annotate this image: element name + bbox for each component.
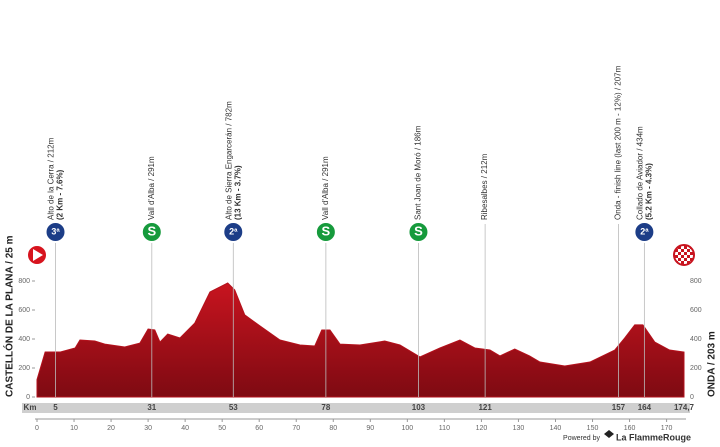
x-tick-label: 130 (513, 425, 525, 432)
x-tick-label: 40 (181, 425, 189, 432)
waypoint-icon-label: 2ª (229, 226, 238, 236)
y2-tick-label: 0 (690, 394, 694, 401)
km-value: 121 (478, 403, 492, 412)
waypoint-icon (633, 221, 656, 243)
km-value: 103 (412, 403, 426, 412)
finish-label: ONDA / 203 m (707, 331, 718, 397)
x-tick-label: 110 (439, 425, 450, 432)
y2-tick-label: 800 (690, 278, 702, 285)
waypoint-icon-label: S (322, 223, 331, 238)
km-value: 31 (147, 403, 156, 412)
km-value: 174,7 (674, 403, 695, 412)
waypoint-name: Sant Joan de Moró / 186m (414, 125, 423, 220)
waypoint-name: Alto de la Cerra / 212m (47, 137, 56, 220)
x-tick-label: 30 (144, 425, 152, 432)
waypoint-icon (222, 221, 245, 243)
waypoint-name: Vall d'Alba / 291m (147, 156, 156, 220)
km-value: 157 (612, 403, 626, 412)
start-label: CASTELLÓN DE LA PLANA / 25 m (3, 235, 16, 397)
y-tick-label: 400 (18, 336, 30, 343)
x-tick-label: 150 (587, 425, 599, 432)
waypoint-icon (44, 221, 67, 243)
finish-icon (673, 244, 695, 266)
waypoint-icon-label: S (147, 223, 156, 238)
y2-tick-label: 200 (690, 365, 702, 372)
x-tick-label: 160 (624, 425, 636, 432)
x-tick-label: 0 (35, 425, 39, 432)
brand: La FlammeRouge (616, 432, 691, 442)
x-tick-label: 80 (329, 425, 337, 432)
waypoint-name: Alto de Sierra Engarcerán / 782m (224, 101, 233, 220)
waypoint-icon-label: 3ª (51, 226, 60, 236)
waypoint-name: Vall d'Alba / 291m (321, 156, 330, 220)
waypoint-name: Collado de Aviador / 434m (635, 126, 644, 220)
waypoint-icon (314, 221, 337, 243)
x-tick-label: 100 (402, 425, 414, 432)
y2-tick-label: 600 (690, 307, 702, 314)
waypoint-icon-label: 2ª (640, 226, 649, 236)
x-tick-label: 70 (292, 425, 300, 432)
y-tick-label: 200 (18, 365, 30, 372)
waypoint-icon (140, 221, 163, 243)
km-strip (22, 403, 690, 413)
x-tick-label: 50 (218, 425, 226, 432)
y-tick-label: 0 (26, 394, 30, 401)
x-tick-label: 170 (661, 425, 673, 432)
waypoint-detail: (13 Km - 3.7%) (233, 165, 242, 220)
km-value: 78 (321, 403, 330, 412)
x-tick-label: 140 (550, 425, 562, 432)
waypoint-detail: (5.2 Km - 4.3%) (644, 163, 653, 220)
y-tick-label: 800 (18, 278, 30, 285)
km-label: Km (24, 403, 37, 412)
waypoint-icon-label: S (414, 223, 423, 238)
y-tick-label: 600 (18, 307, 30, 314)
km-value: 53 (229, 403, 238, 412)
x-tick-label: 60 (255, 425, 263, 432)
start-icon (26, 244, 48, 266)
waypoint-name: Onda - finish line (last 200 m - 12%) / … (614, 65, 623, 220)
elevation-profile (36, 282, 685, 398)
x-tick-label: 120 (476, 425, 488, 432)
x-tick-label: 90 (366, 425, 374, 432)
x-tick-label: 10 (70, 425, 78, 432)
km-value: 5 (53, 403, 58, 412)
waypoint-icon (407, 221, 430, 243)
waypoint-name: Ribesalbes / 212m (480, 153, 489, 220)
y2-tick-label: 400 (690, 336, 702, 343)
x-tick-label: 20 (107, 425, 115, 432)
waypoint-detail: (2 Km - 7.6%) (56, 169, 65, 220)
powered-by: Powered by (563, 435, 600, 442)
km-value: 164 (638, 403, 652, 412)
brand-logo (604, 430, 614, 438)
